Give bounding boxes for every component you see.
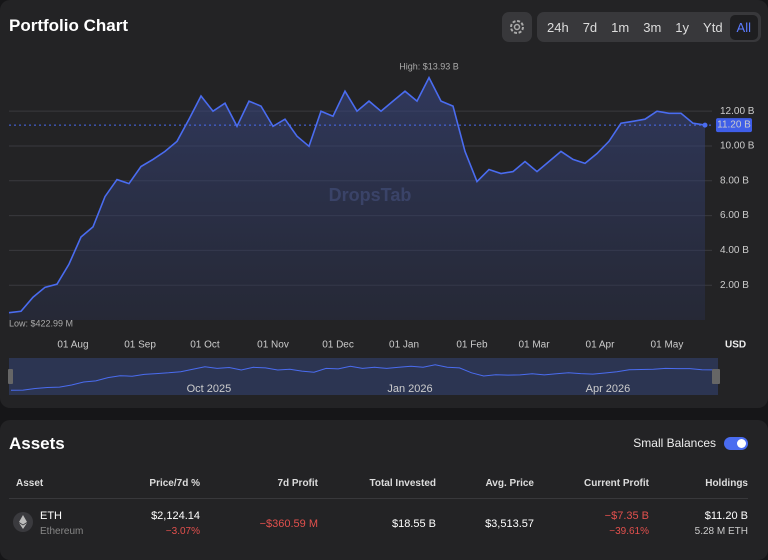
range-button[interactable]: 24h [547, 19, 569, 35]
x-tick-label: 01 Jan [389, 340, 419, 351]
line [8, 75, 706, 314]
current-profit-pct: −39.61% [609, 526, 649, 537]
range-selector: 24h 7d 1m 3m 1y Ytd All [537, 12, 761, 42]
x-tick-label: 01 Feb [456, 340, 488, 351]
column-header: Avg. Price [485, 478, 534, 489]
assets-panel: Assets Small Balances Asset Price/7d % 7d … [0, 420, 768, 560]
column-header: Asset [16, 478, 44, 489]
y-tick-label: 2.00 B [720, 280, 749, 291]
small-balances-toggle[interactable]: Small Balances [633, 436, 748, 450]
gear-icon [510, 20, 524, 34]
navigator-label: Oct 2025 [187, 383, 232, 395]
x-tick-label: 01 Nov [257, 340, 289, 351]
switch [724, 436, 748, 450]
range-button[interactable]: All [729, 14, 758, 40]
x-tick-label: 01 Aug [57, 340, 88, 351]
column-header: 7d Profit [277, 478, 318, 489]
range-button[interactable]: 3m [643, 19, 662, 35]
column-header: Price/7d % [149, 478, 200, 489]
range-button[interactable]: 1m [611, 19, 630, 35]
title: Portfolio Chart [9, 16, 128, 35]
x-tick-label: 01 Sep [124, 340, 156, 351]
x-tick-label: 01 Apr [586, 340, 616, 351]
settings-button[interactable] [502, 12, 532, 42]
column-header: Current Profit [584, 478, 649, 489]
column-header: Holdings [705, 478, 748, 489]
x-tick-label: 01 Mar [518, 340, 550, 351]
icon-glyph [19, 515, 27, 529]
range-button[interactable]: 1y [675, 19, 690, 35]
y-unit: USD [725, 340, 746, 351]
toggle-label: Small Balances [633, 436, 716, 450]
chart-panel: Portfolio Chart 24h 7d 1m 3m 1y Ytd All 2.00 B… [0, 0, 768, 408]
range-button[interactable]: 7d [582, 19, 598, 35]
navigator-label: Jan 2026 [387, 383, 432, 395]
y-tick-label: 6.00 B [720, 210, 749, 221]
x-tick-label: 01 May [651, 340, 684, 351]
divider [9, 498, 748, 499]
avg-price: $3,513.57 [485, 518, 534, 530]
high-label: High: $13.93 B [399, 61, 459, 71]
navigator-label: Apr 2026 [586, 383, 631, 395]
y-tick-label: 4.00 B [720, 245, 749, 256]
chart: 2.00 B4.00 B6.00 B8.00 B10.00 B12.00 BDr… [8, 61, 755, 395]
y-tick-label: 10.00 B [720, 141, 755, 152]
range-button[interactable]: Ytd [703, 19, 723, 35]
low-label: Low: $422.99 M [9, 318, 73, 328]
y-tick-label: 12.00 B [720, 106, 755, 117]
change: −3.07% [165, 526, 200, 537]
holdings: $11.20 B [704, 510, 748, 522]
handle-left [8, 369, 13, 384]
x-tick-label: 01 Dec [322, 340, 354, 351]
eth-icon [13, 512, 33, 532]
price: $2,124.14 [151, 510, 200, 522]
x-tick-label: 01 Oct [190, 340, 220, 351]
navigator-line [10, 364, 715, 391]
asset-name: Ethereum [40, 526, 84, 537]
profit-7d: −$360.59 M [259, 518, 318, 530]
current-dot [702, 122, 708, 128]
handle-right [712, 369, 720, 384]
current-profit: −$7.35 B [604, 510, 649, 522]
area [9, 77, 705, 320]
y-tick-label: 8.00 B [720, 175, 749, 186]
column-header: Total Invested [369, 478, 437, 489]
current-badge [716, 118, 752, 133]
assets-title: Assets [9, 434, 65, 453]
invested: $18.55 B [391, 518, 436, 530]
amount: 5.28 M ETH [694, 526, 748, 537]
current-label: 11.20 B [717, 120, 751, 131]
symbol: ETH [40, 510, 62, 522]
